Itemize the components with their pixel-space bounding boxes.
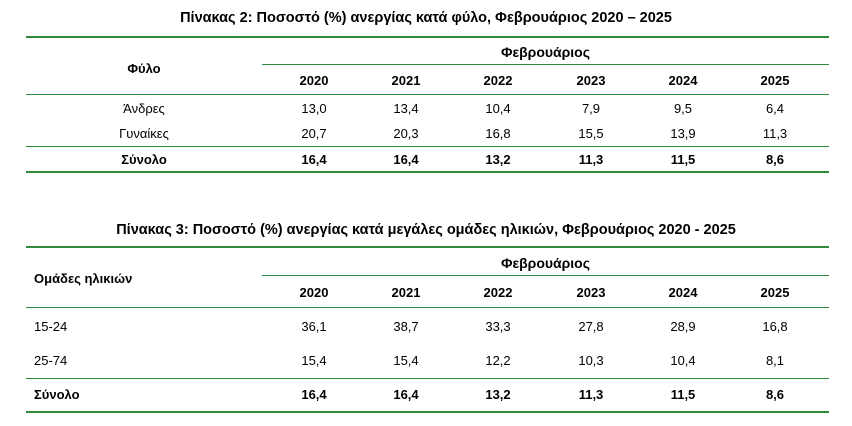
table3-year-2022: 2022 (483, 285, 513, 300)
table2-cell: 20,7 (301, 126, 327, 141)
table3-header-rule (26, 307, 829, 308)
table3-year-2025: 2025 (760, 285, 790, 300)
table2-row-label: Γυναίκες (119, 126, 169, 141)
table3-total-cell: 11,5 (670, 387, 696, 402)
table2-top-rule (26, 36, 829, 38)
table2-group-rule (262, 64, 829, 65)
table2-cell: 15,5 (578, 126, 604, 141)
table2-cell: 10,4 (485, 101, 511, 116)
table3-row-label: 15-24 (34, 319, 68, 334)
table3-cell: 36,1 (301, 319, 327, 334)
table2-year-2024: 2024 (668, 73, 698, 88)
table3-total-cell: 16,4 (393, 387, 419, 402)
table3-year-2020: 2020 (299, 285, 329, 300)
table3-cell: 27,8 (578, 319, 604, 334)
table2-total-cell: 16,4 (301, 152, 327, 167)
table2-row-header: Φύλο (127, 61, 161, 76)
table3-cell: 38,7 (393, 319, 419, 334)
table2-cell: 9,5 (673, 101, 693, 116)
table2-title: Πίνακας 2: Ποσοστό (%) ανεργίας κατά φύλ… (180, 10, 672, 26)
table3-cell: 8,1 (765, 353, 785, 368)
table2-total-cell: 13,2 (485, 152, 511, 167)
table3-total-cell: 11,3 (578, 387, 604, 402)
table3-total-rule (26, 378, 829, 379)
table2-cell: 13,0 (301, 101, 327, 116)
table3-cell: 15,4 (393, 353, 419, 368)
table2-bottom-rule (26, 171, 829, 173)
table3-title: Πίνακας 3: Ποσοστό (%) ανεργίας κατά μεγ… (116, 222, 736, 238)
table2-row-label: Άνδρες (123, 101, 165, 116)
table3-cell: 33,3 (485, 319, 511, 334)
table3-bottom-rule (26, 411, 829, 413)
table3-year-2024: 2024 (668, 285, 698, 300)
table2-year-2021: 2021 (391, 73, 421, 88)
table3-group-header: Φεβρουάριος (500, 255, 591, 271)
table3-total-cell: 13,2 (485, 387, 511, 402)
table3-cell: 15,4 (301, 353, 327, 368)
table2-total-cell: 16,4 (393, 152, 419, 167)
table2-group-header: Φεβρουάριος (500, 44, 591, 60)
table2-cell: 13,9 (670, 126, 696, 141)
table2-total-cell: 8,6 (765, 152, 785, 167)
table3-cell: 12,2 (485, 353, 511, 368)
table2-cell: 20,3 (393, 126, 419, 141)
table3-total-cell: 8,6 (765, 387, 785, 402)
table3-row-header: Ομάδες ηλικιών (34, 271, 133, 286)
table2-cell: 16,8 (485, 126, 511, 141)
table2-year-2023: 2023 (576, 73, 606, 88)
table3-cell: 16,8 (762, 319, 788, 334)
table3-group-rule (262, 275, 829, 276)
table2-header-rule (26, 94, 829, 95)
table2-total-label: Σύνολο (121, 152, 167, 167)
table3-year-2023: 2023 (576, 285, 606, 300)
table2-cell: 11,3 (762, 126, 788, 141)
table2-year-2025: 2025 (760, 73, 790, 88)
table2-year-2020: 2020 (299, 73, 329, 88)
table2-cell: 6,4 (765, 101, 785, 116)
table2-cell: 13,4 (393, 101, 419, 116)
table3-row-label: 25-74 (34, 353, 68, 368)
table3-cell: 10,4 (670, 353, 696, 368)
table3-total-label: Σύνολο (34, 387, 80, 402)
table3-total-cell: 16,4 (301, 387, 327, 402)
table2-cell: 7,9 (581, 101, 601, 116)
table2-total-cell: 11,3 (578, 152, 604, 167)
table3-cell: 10,3 (578, 353, 604, 368)
table3-year-2021: 2021 (391, 285, 421, 300)
table2-total-cell: 11,5 (670, 152, 696, 167)
table3-cell: 28,9 (670, 319, 696, 334)
table2-total-rule (26, 146, 829, 147)
table2-year-2022: 2022 (483, 73, 513, 88)
table3-top-rule (26, 246, 829, 248)
